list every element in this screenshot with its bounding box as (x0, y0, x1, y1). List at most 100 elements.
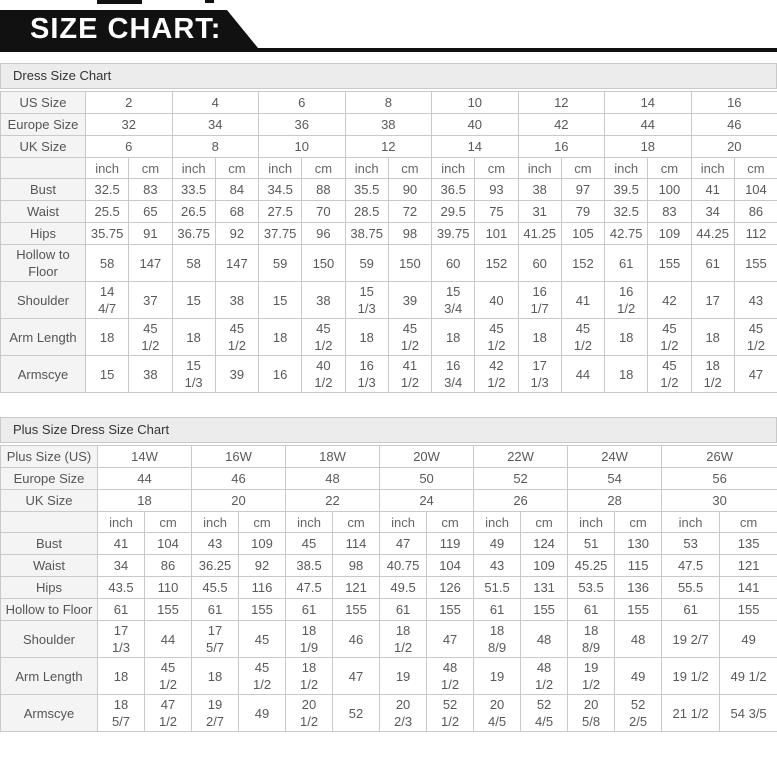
measure-cell-cm: 104 (733, 178, 777, 201)
size-cell: 12 (517, 91, 606, 114)
measure-cell-cm: 47 (426, 620, 475, 658)
measure-cell-inch: 43.5 (97, 576, 145, 599)
measure-cell-inch: 15 3/4 (431, 281, 476, 319)
table-row: Waist 34 86 36.25 92 38.5 98 40.75 104 43 109 45.25… (0, 554, 777, 577)
measure-cell-cm: 104 (143, 532, 193, 555)
measure-cell-cm: 45 1/2 (301, 318, 346, 356)
size-cell: 8 (171, 135, 260, 158)
size-cell: 14W (96, 445, 193, 468)
measure-cell-inch: 61 (379, 598, 428, 621)
measure-cell-cm: 52 2/5 (614, 694, 663, 732)
measure-cell-inch: 29.5 (431, 200, 476, 223)
size-cell: 22 (285, 489, 381, 512)
measure-cell-cm: 43 (733, 281, 777, 319)
table-row: Bust 41 104 43 109 45 114 47 119 49 124 51 130 53 135 (0, 532, 777, 555)
table-row: Europe Size 32 34 36 38 40 42 44 46 (0, 113, 777, 136)
measure-cell-inch: 17 (690, 281, 735, 319)
measure-cell-cm: 45 1/2 (214, 318, 260, 356)
measure-cell-cm: 49 (614, 657, 663, 695)
unit-cell: inch (84, 157, 130, 179)
measure-cell-inch: 20 1/2 (285, 694, 334, 732)
measure-cell-inch: 18 (171, 318, 216, 356)
row-label: Bust (0, 178, 86, 201)
measure-cell-inch: 47.5 (661, 554, 721, 577)
measure-cell-cm: 45 1/2 (238, 657, 287, 695)
measure-cell-inch: 36.5 (431, 178, 476, 201)
size-cell: 16 (690, 91, 777, 114)
size-cell: 28 (567, 489, 663, 512)
table-row: Shoulder 14 4/7 37 15 38 15 38 15 1/3 39 15 3/4 40 16 1… (0, 281, 777, 319)
measure-cell-cm: 72 (387, 200, 433, 223)
unit-cell: cm (520, 511, 569, 533)
table-row: Hips 35.75 91 36.75 92 37.75 96 38.75 98 39.75 101… (0, 222, 777, 245)
measure-cell-inch: 35.5 (344, 178, 389, 201)
measure-cell-inch: 19 1/2 (661, 657, 721, 695)
measure-cell-cm: 38 (128, 355, 173, 393)
unit-cell: cm (128, 157, 173, 179)
measure-cell-cm: 150 (387, 244, 433, 282)
measure-cell-inch: 18 (517, 318, 562, 356)
measure-cell-cm: 93 (474, 178, 519, 201)
table-row: Hollow to Floor 58 147 58 147 59 150 59 150 60 152… (0, 244, 777, 282)
unit-cell: cm (214, 157, 260, 179)
top-edge-fragment (205, 0, 214, 3)
table-row: inch cm inch cm inch cm inch cm inch cm inch cm inch… (0, 157, 777, 179)
unit-cell: inch (431, 157, 476, 179)
measure-cell-inch: 20 2/3 (379, 694, 428, 732)
unit-cell: inch (258, 157, 303, 179)
unit-cell: cm (560, 157, 606, 179)
measure-cell-cm: 98 (332, 554, 381, 577)
measure-cell-inch: 38.75 (344, 222, 389, 245)
unit-cell: cm (332, 511, 381, 533)
size-cell: 42 (517, 113, 606, 136)
measure-cell-cm: 119 (426, 532, 475, 555)
table-row: inch cm inch cm inch cm inch cm inch cm inch cm inch… (0, 511, 777, 533)
banner-row: SIZE CHART: (0, 0, 777, 52)
size-cell: 52 (473, 467, 569, 490)
measure-cell-inch: 18 (191, 657, 240, 695)
measure-cell-inch: 41 (97, 532, 145, 555)
measure-cell-cm: 49 1/2 (719, 657, 777, 695)
row-label (0, 157, 86, 179)
measure-cell-cm: 155 (143, 598, 193, 621)
measure-cell-cm: 155 (520, 598, 569, 621)
size-cell: 14 (431, 135, 519, 158)
measure-cell-inch: 53 (661, 532, 721, 555)
size-cell: 4 (171, 91, 260, 114)
size-cell: 48 (285, 467, 381, 490)
plus-size-table: Plus Size (US) 14W 16W 18W 20W 22W 24W 26W Europ… (0, 445, 777, 732)
table-row: Armscye 15 38 15 1/3 39 16 40 1/2 16 1/3 41 1/2 16 3/4… (0, 355, 777, 393)
measure-cell-inch: 34.5 (258, 178, 303, 201)
size-table: US Size 2 4 6 8 10 12 14 16 Europe Size 32 34 36 38 40… (0, 91, 777, 393)
measure-cell-cm: 45 1/2 (647, 318, 692, 356)
size-cell: 14 (604, 91, 692, 114)
measure-cell-cm: 49 (719, 620, 777, 658)
measure-cell-inch: 17 1/3 (517, 355, 562, 393)
measure-cell-cm: 39 (387, 281, 433, 319)
measure-cell-cm: 97 (560, 178, 606, 201)
row-label: US Size (0, 91, 86, 114)
measure-cell-cm: 110 (143, 576, 193, 599)
measure-cell-inch: 44.25 (690, 222, 735, 245)
table-row: Arm Length 18 45 1/2 18 45 1/2 18 1/2 47 19 48 1/2 19… (0, 657, 777, 695)
size-cell: 10 (258, 135, 346, 158)
row-label: Hips (0, 222, 86, 245)
row-label: Bust (0, 532, 98, 555)
unit-cell: cm (474, 157, 519, 179)
size-cell: 18 (96, 489, 193, 512)
measure-cell-inch: 45.5 (191, 576, 240, 599)
table-row: UK Size 18 20 22 24 26 28 30 (0, 489, 777, 512)
measure-cell-cm: 152 (474, 244, 519, 282)
measure-cell-cm: 45 (238, 620, 287, 658)
measure-cell-inch: 58 (84, 244, 130, 282)
measure-cell-cm: 91 (128, 222, 173, 245)
size-cell: 22W (473, 445, 569, 468)
row-label: Hips (0, 576, 98, 599)
measure-cell-cm: 90 (387, 178, 433, 201)
size-cell: 18 (604, 135, 692, 158)
size-cell: 46 (191, 467, 287, 490)
measure-cell-inch: 16 3/4 (431, 355, 476, 393)
row-label: Arm Length (0, 657, 98, 695)
measure-cell-cm: 124 (520, 532, 569, 555)
measure-cell-inch: 49 (473, 532, 522, 555)
